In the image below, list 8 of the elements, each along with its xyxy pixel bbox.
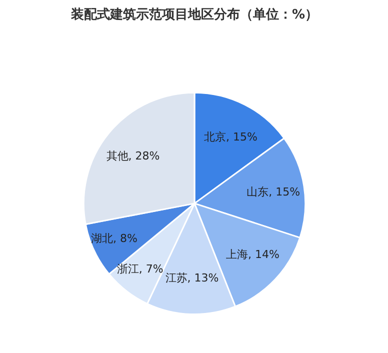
slice-label: 其他, 28% [106, 149, 160, 162]
slice-label: 江苏, 13% [165, 271, 219, 284]
slice-label: 湖北, 8% [91, 232, 138, 246]
slice-label: 北京, 15% [204, 130, 258, 144]
slice-label: 浙江, 7% [116, 262, 164, 276]
chart-title: 装配式建筑示范项目地区分布（单位：%） [70, 6, 318, 22]
slice-label: 上海, 14% [226, 248, 280, 261]
slice-label: 山东, 15% [246, 185, 300, 198]
